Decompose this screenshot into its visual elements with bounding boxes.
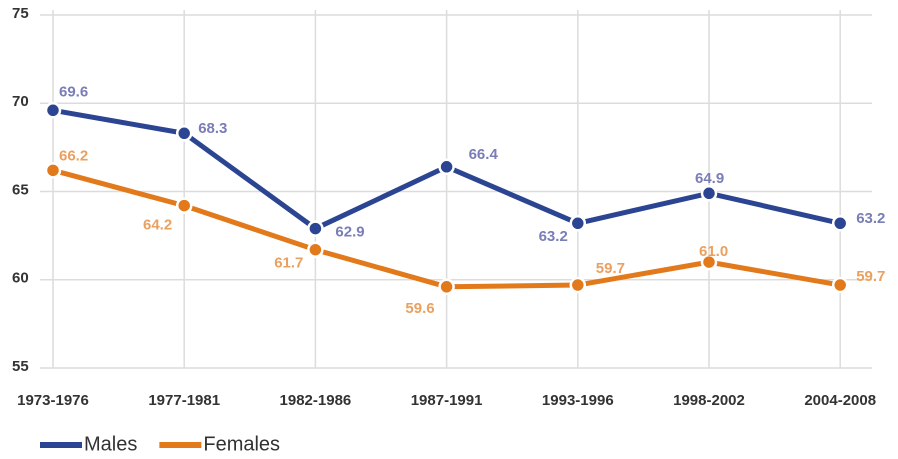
legend-label: Males [84,433,137,455]
point [569,276,587,294]
point [438,278,455,296]
x-tick-label: 2004-2008 [804,392,876,409]
y-tick-label: 75 [12,5,29,22]
y-tick-label: 55 [12,358,29,375]
y-tick-label: 65 [12,181,29,198]
point [438,158,455,176]
data-label: 59.7 [596,260,625,277]
point [307,241,324,258]
point [700,185,718,202]
data-label: 63.2 [539,228,568,245]
data-label: 63.2 [856,210,885,227]
x-tick-label: 1993-1996 [542,392,614,409]
data-label: 61.0 [699,243,728,260]
data-label: 66.2 [59,147,88,164]
point [175,197,193,214]
x-tick-label: 1987-1991 [411,392,483,409]
data-label: 59.6 [405,300,434,317]
data-label: 66.4 [469,146,499,163]
data-label: 61.7 [274,255,303,272]
point [44,162,62,179]
data-label: 64.2 [143,217,172,234]
data-label: 64.9 [695,170,724,187]
point [700,253,718,271]
point [307,220,324,237]
x-tick-label: 1998-2002 [673,392,745,409]
legend-label: Females [203,433,280,455]
point [175,125,193,142]
data-label: 69.6 [59,83,88,100]
x-tick-label: 1982-1986 [280,392,352,409]
data-label: 68.3 [198,120,227,137]
x-tick-label: 1973-1976 [17,392,89,409]
point [569,215,587,232]
point [44,102,62,119]
data-label: 62.9 [335,224,364,241]
point [831,276,849,294]
y-tick-label: 60 [12,270,29,287]
data-label: 59.7 [856,268,885,285]
y-tick-label: 70 [12,93,29,110]
x-tick-label: 1977-1981 [148,392,220,409]
point [831,215,849,232]
